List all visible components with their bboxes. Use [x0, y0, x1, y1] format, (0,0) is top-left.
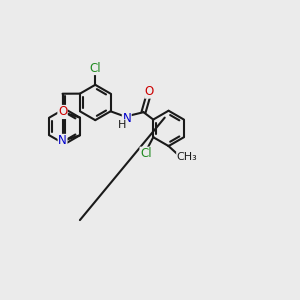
Text: Cl: Cl [140, 147, 152, 160]
Text: H: H [118, 120, 126, 130]
Text: O: O [58, 106, 67, 118]
Text: N: N [122, 112, 131, 124]
Text: CH₃: CH₃ [177, 152, 197, 162]
Text: N: N [58, 134, 67, 147]
Text: O: O [145, 85, 154, 98]
Text: Cl: Cl [89, 61, 101, 74]
